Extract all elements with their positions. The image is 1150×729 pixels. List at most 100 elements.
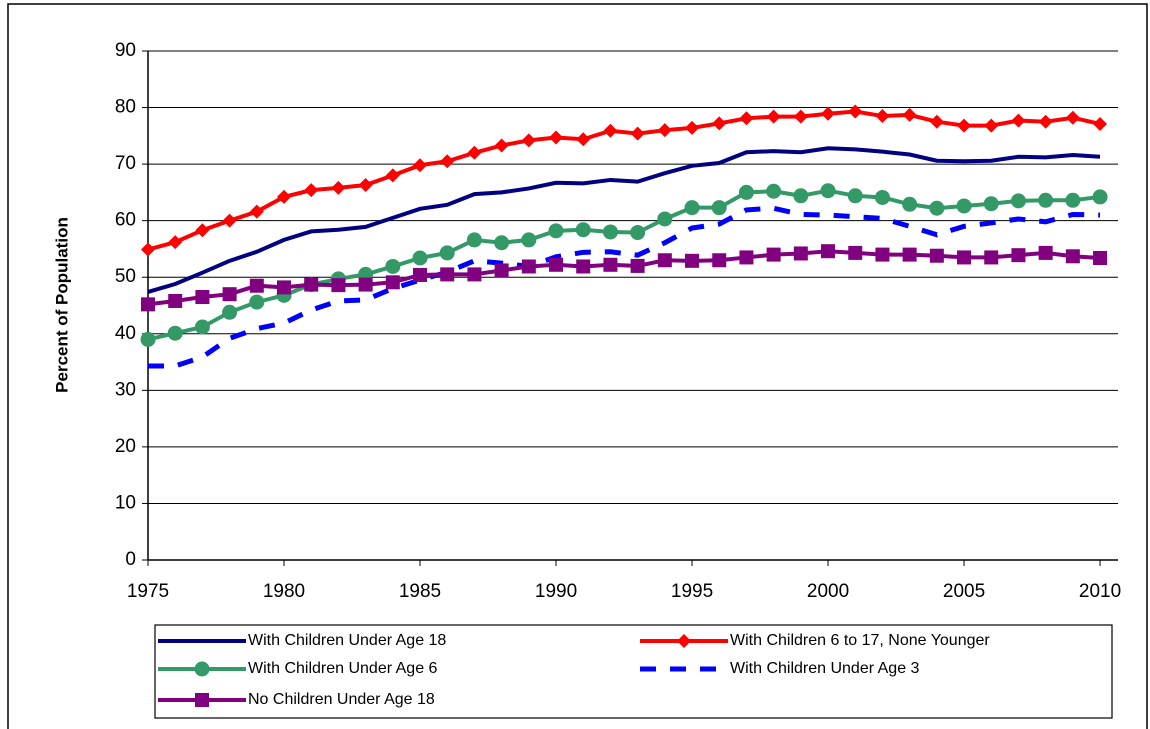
marker [141, 242, 155, 257]
marker [467, 145, 482, 160]
marker [929, 114, 944, 129]
marker [739, 250, 754, 265]
x-tick-label: 2010 [1079, 581, 1121, 602]
marker [602, 224, 618, 240]
series-line [147, 146, 1101, 294]
marker [929, 200, 945, 216]
marker [440, 154, 455, 169]
x-tick-label: 1995 [671, 581, 713, 602]
y-tick-label: 30 [115, 379, 136, 400]
marker [466, 232, 482, 248]
y-tick-label: 10 [115, 492, 136, 513]
y-tick-label: 20 [115, 436, 136, 457]
y-tick-label: 60 [115, 210, 136, 231]
marker [711, 200, 727, 216]
marker [195, 693, 209, 707]
marker [140, 331, 156, 347]
marker [957, 118, 972, 133]
marker [331, 180, 346, 195]
marker [331, 278, 346, 293]
marker [1011, 248, 1026, 263]
x-tick-label: 2005 [943, 581, 985, 602]
marker [848, 104, 863, 119]
marker [603, 123, 618, 138]
marker [1093, 116, 1108, 131]
marker [677, 634, 691, 648]
marker [739, 111, 754, 126]
marker [548, 223, 564, 239]
marker [848, 245, 863, 260]
y-tick-label: 0 [125, 549, 136, 570]
marker [494, 138, 509, 153]
marker [195, 223, 210, 238]
x-tick-label: 1975 [127, 581, 169, 602]
marker [1038, 245, 1053, 260]
marker [657, 123, 672, 138]
marker [494, 263, 509, 278]
marker [277, 280, 292, 295]
marker [521, 133, 536, 148]
marker [249, 204, 264, 219]
marker [902, 196, 918, 212]
marker [576, 259, 591, 274]
marker [685, 120, 700, 135]
marker [439, 245, 455, 261]
marker [874, 189, 890, 205]
marker [385, 258, 401, 274]
marker [685, 253, 700, 268]
marker [630, 225, 646, 241]
marker [222, 213, 237, 228]
marker [956, 198, 972, 214]
marker [413, 267, 428, 282]
marker [249, 294, 265, 310]
legend-label: No Children Under Age 18 [248, 691, 435, 708]
marker [1011, 113, 1026, 128]
legend-label: With Children 6 to 17, None Younger [730, 632, 990, 649]
marker [467, 267, 482, 282]
marker [385, 168, 400, 183]
marker [440, 267, 455, 282]
marker [630, 126, 645, 141]
marker [902, 107, 917, 122]
marker [195, 290, 210, 305]
marker [766, 247, 781, 262]
marker [821, 106, 836, 121]
x-tick-label: 1980 [263, 581, 305, 602]
marker [983, 196, 999, 212]
x-tick-label: 1985 [399, 581, 441, 602]
marker [847, 188, 863, 204]
y-tick-label: 80 [115, 97, 136, 118]
legend-label: With Children Under Age 6 [248, 660, 438, 677]
marker [194, 319, 210, 335]
marker [875, 247, 890, 262]
marker [957, 250, 972, 265]
marker [684, 200, 700, 216]
marker [304, 183, 319, 198]
marker [521, 259, 536, 274]
marker [712, 116, 727, 131]
legend-label: With Children Under Age 3 [730, 660, 920, 677]
marker [576, 132, 591, 147]
marker [1010, 193, 1026, 209]
marker [358, 178, 373, 193]
y-tick-label: 40 [115, 323, 136, 344]
marker [549, 257, 564, 272]
y-tick-label: 50 [115, 266, 136, 287]
marker [902, 247, 917, 262]
y-axis-label: Percent of Population [52, 217, 71, 393]
marker [575, 222, 591, 238]
marker [630, 258, 645, 273]
marker [494, 235, 510, 251]
marker [821, 244, 836, 259]
marker [412, 250, 428, 266]
y-tick-label: 70 [115, 153, 136, 174]
y-tick-label: 90 [115, 40, 136, 61]
marker [222, 304, 238, 320]
marker [521, 232, 537, 248]
marker [249, 278, 264, 293]
marker [766, 183, 782, 199]
marker [304, 277, 319, 292]
frame [7, 3, 1148, 729]
marker [385, 275, 400, 290]
